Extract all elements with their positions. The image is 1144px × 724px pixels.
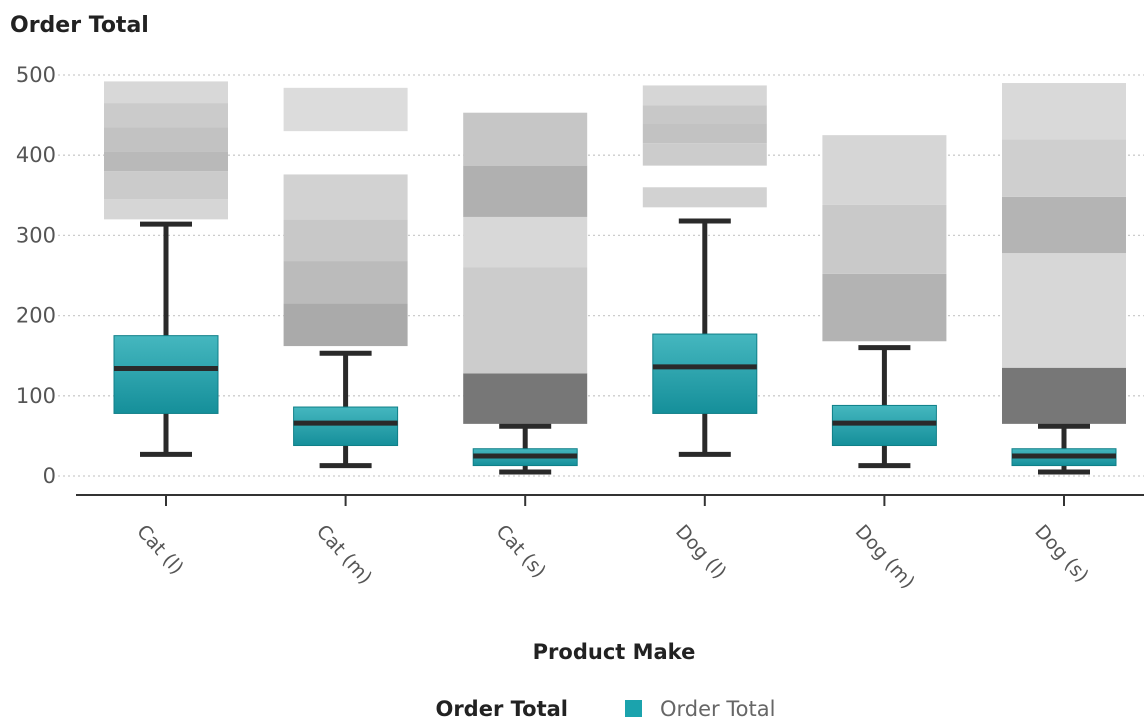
y-tick-label: 0: [43, 464, 56, 488]
y-axis-title: Order Total: [10, 13, 149, 38]
outlier-band-segment: [1002, 367, 1126, 424]
box-1: [293, 350, 399, 469]
y-tick-label: 300: [16, 223, 56, 247]
x-axis-ticks: Cat (l) Cat (m) Cat (s) Dog (l) Dog (m) Dog (…: [132, 495, 1093, 593]
iqr-box: [652, 333, 758, 414]
outlier-band-segment: [1002, 83, 1126, 140]
outlier-band-segment: [104, 199, 228, 220]
outlier-band-segment: [822, 273, 947, 342]
outlier-band-segment: [104, 103, 228, 128]
x-tick-label: Dog (m): [851, 521, 919, 593]
boxes: [113, 218, 1117, 475]
outlier-band-segment: [822, 135, 947, 205]
outlier-band-segment: [283, 87, 408, 132]
outlier-band-segment: [283, 219, 408, 262]
outlier-band-segment: [642, 123, 767, 144]
outlier-band-segment: [1002, 253, 1126, 368]
y-axis-ticks: 0 100 200 300 400 500: [16, 63, 56, 488]
outlier-band-segment: [463, 112, 588, 166]
box-2: [472, 423, 578, 475]
outlier-band-segment: [463, 267, 588, 374]
x-tick-label: Cat (l): [132, 521, 188, 579]
gridlines: [58, 74, 1144, 477]
outlier-band-segment: [463, 216, 588, 268]
outlier-band-segment: [1002, 139, 1126, 197]
outlier-band-segment: [642, 187, 767, 208]
iqr-box: [293, 406, 399, 447]
outlier-band-segment: [463, 373, 588, 424]
legend: Order Total Order Total: [435, 697, 775, 721]
outlier-bands: [104, 81, 1126, 424]
outlier-band-segment: [1002, 196, 1126, 254]
outlier-band-segment: [642, 143, 767, 166]
outlier-band-segment: [283, 303, 408, 347]
y-tick-label: 500: [16, 63, 56, 87]
box-4: [831, 345, 937, 469]
box-0: [113, 221, 219, 457]
x-axis-title: Product Make: [533, 640, 696, 664]
outlier-band-segment: [463, 165, 588, 217]
outlier-band-segment: [104, 127, 228, 152]
legend-swatch: [625, 700, 642, 717]
outlier-band-segment: [283, 261, 408, 304]
x-tick-label: Dog (l): [671, 521, 730, 584]
outlier-band-segment: [822, 204, 947, 274]
box-3: [652, 218, 758, 457]
box-5: [1011, 423, 1117, 475]
y-tick-label: 400: [16, 143, 56, 167]
outlier-band-segment: [104, 171, 228, 200]
legend-title: Order Total: [435, 697, 568, 721]
y-tick-label: 200: [16, 304, 56, 328]
iqr-box: [113, 335, 219, 414]
outlier-band-segment: [642, 85, 767, 106]
x-tick-label: Cat (m): [312, 521, 376, 589]
x-tick-label: Cat (s): [491, 521, 550, 583]
outlier-band-segment: [104, 81, 228, 104]
outlier-band-segment: [104, 151, 228, 172]
outlier-band-segment: [283, 174, 408, 220]
legend-item-label: Order Total: [660, 697, 775, 721]
y-tick-label: 100: [16, 384, 56, 408]
outlier-band-segment: [642, 105, 767, 124]
x-tick-label: Dog (s): [1030, 521, 1093, 587]
